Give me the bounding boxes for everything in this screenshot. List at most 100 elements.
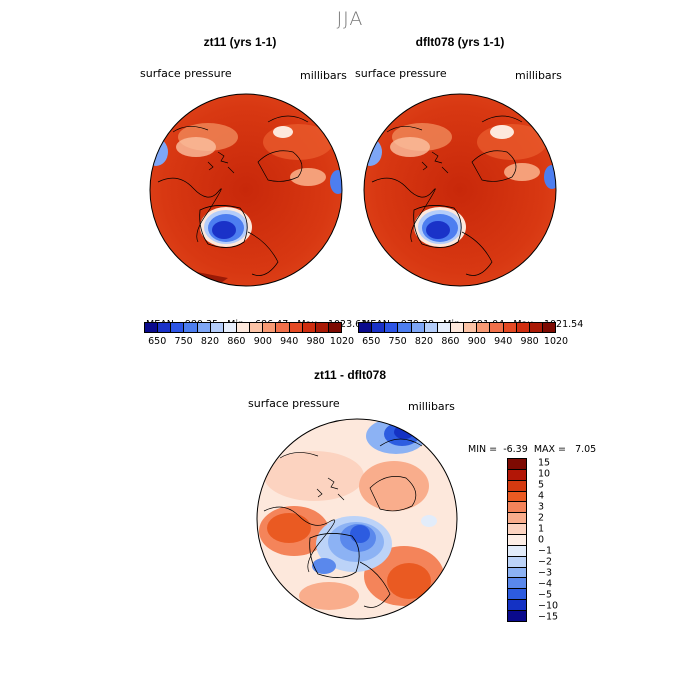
max-value: 1021.54 (543, 319, 584, 330)
colorbar-tick-label: 4 (538, 490, 545, 502)
colorbar-tick-label: 940 (494, 336, 513, 347)
units-label: millibars (300, 69, 347, 82)
diff-variable-label: surface pressure (248, 397, 340, 410)
colorbar-tick-label: 980 (306, 336, 325, 347)
colorbar-swatch (516, 323, 530, 332)
colorbar-tick-label: 1 (538, 523, 545, 535)
colorbar-swatch (508, 545, 526, 557)
panel-title: dflt078 (yrs 1-1) (415, 35, 505, 49)
colorbar-tick-label: 860 (441, 336, 460, 347)
colorbar-swatch (328, 323, 342, 332)
colorbar-tick-label: 0 (538, 534, 545, 546)
colorbar-tick-label: −2 (538, 556, 553, 568)
colorbar-tick-label: 820 (200, 336, 220, 347)
polar-map-zt11 (149, 93, 343, 287)
polar-map-difference (256, 418, 458, 620)
colorbar-tick-label: −4 (538, 578, 553, 590)
colorbar-tick-label: 10 (538, 468, 551, 480)
colorbar-swatch (302, 323, 316, 332)
colorbar-swatch (477, 323, 491, 332)
colorbar-tick-label: −1 (538, 545, 553, 557)
colorbar-swatch (508, 480, 526, 492)
diff-units-label: millibars (408, 400, 455, 413)
colorbar-tick-label: 900 (467, 336, 486, 347)
colorbar-swatch (263, 323, 277, 332)
colorbar-tick-label: 1020 (543, 336, 569, 347)
units-label: millibars (515, 69, 562, 82)
colorbar-swatch (171, 323, 185, 332)
colorbar-swatch (508, 578, 526, 590)
colorbar-swatch (508, 589, 526, 601)
colorbar-tick-label: −5 (538, 589, 553, 601)
colorbar-tick-label: 15 (538, 457, 551, 469)
colorbar-ticks-zt11: 650 750 820 860 900 940 980 1020 (144, 336, 354, 350)
colorbar-tick-label: 860 (227, 336, 246, 347)
colorbar-dflt078 (358, 322, 556, 333)
colorbar-tick-label: 750 (174, 336, 193, 347)
colorbar-swatch (508, 611, 526, 621)
colorbar-ticks-difference: 15 10 5 4 3 2 1 0 −1 −2 −3 −4 −5 −10 −15 (538, 458, 578, 622)
colorbar-tick-label: 820 (414, 336, 434, 347)
colorbar-swatch (359, 323, 373, 332)
colorbar-tick-label: −10 (538, 600, 559, 612)
colorbar-swatch (508, 502, 526, 514)
colorbar-tick-label: −3 (538, 567, 553, 579)
colorbar-swatch (372, 323, 386, 332)
colorbar-swatch (424, 323, 438, 332)
colorbar-swatch (450, 323, 465, 332)
colorbar-swatch (508, 469, 526, 481)
colorbar-swatch (197, 323, 211, 332)
colorbar-swatch (542, 323, 556, 332)
colorbar-swatch (411, 323, 425, 332)
colorbar-swatch (508, 535, 526, 546)
colorbar-tick-label: 2 (538, 512, 545, 524)
colorbar-swatch (276, 323, 290, 332)
colorbar-swatch (508, 600, 526, 612)
colorbar-ticks-dflt078: 650 750 820 860 900 940 980 1020 (358, 336, 568, 350)
colorbar-swatch (158, 323, 172, 332)
diff-panel-title: zt11 - dflt078 (313, 368, 387, 382)
colorbar-swatch (398, 323, 412, 332)
colorbar-zt11 (144, 322, 342, 333)
colorbar-swatch (289, 323, 303, 332)
colorbar-swatch (503, 323, 517, 332)
figure-season-title: JJA (336, 8, 364, 30)
colorbar-swatch (236, 323, 251, 332)
max-value: 1023.62 (327, 319, 368, 330)
colorbar-swatch (385, 323, 399, 332)
polar-map-dflt078 (363, 93, 557, 287)
colorbar-swatch (508, 513, 526, 525)
colorbar-tick-label: 3 (538, 501, 545, 513)
diff-min-label: MIN = (468, 444, 498, 455)
colorbar-swatch (145, 323, 159, 332)
diff-min-value: -6.39 (503, 444, 528, 455)
colorbar-swatch (464, 323, 478, 332)
colorbar-swatch (437, 323, 451, 332)
panel-title: zt11 (yrs 1-1) (203, 35, 277, 49)
colorbar-swatch (508, 459, 526, 470)
colorbar-tick-label: 900 (253, 336, 272, 347)
colorbar-swatch (508, 556, 526, 568)
variable-label: surface pressure (355, 67, 447, 80)
colorbar-tick-label: −15 (538, 611, 559, 623)
colorbar-swatch (508, 524, 526, 536)
colorbar-tick-label: 980 (520, 336, 539, 347)
colorbar-tick-label: 650 (148, 336, 167, 347)
colorbar-tick-label: 5 (538, 479, 545, 491)
colorbar-tick-label: 750 (388, 336, 407, 347)
colorbar-swatch (490, 323, 504, 332)
colorbar-tick-label: 940 (280, 336, 299, 347)
colorbar-difference (507, 458, 527, 622)
colorbar-tick-label: 650 (362, 336, 381, 347)
colorbar-swatch (223, 323, 237, 332)
colorbar-swatch (315, 323, 329, 332)
variable-label: surface pressure (140, 67, 232, 80)
diff-minmax: MIN = -6.39 MAX = 7.05 (462, 433, 596, 455)
diff-max-value: 7.05 (575, 444, 597, 455)
colorbar-swatch (508, 491, 526, 503)
colorbar-swatch (184, 323, 198, 332)
diff-max-label: MAX = (533, 444, 567, 455)
colorbar-swatch (210, 323, 224, 332)
colorbar-swatch (529, 323, 543, 332)
colorbar-swatch (508, 567, 526, 579)
